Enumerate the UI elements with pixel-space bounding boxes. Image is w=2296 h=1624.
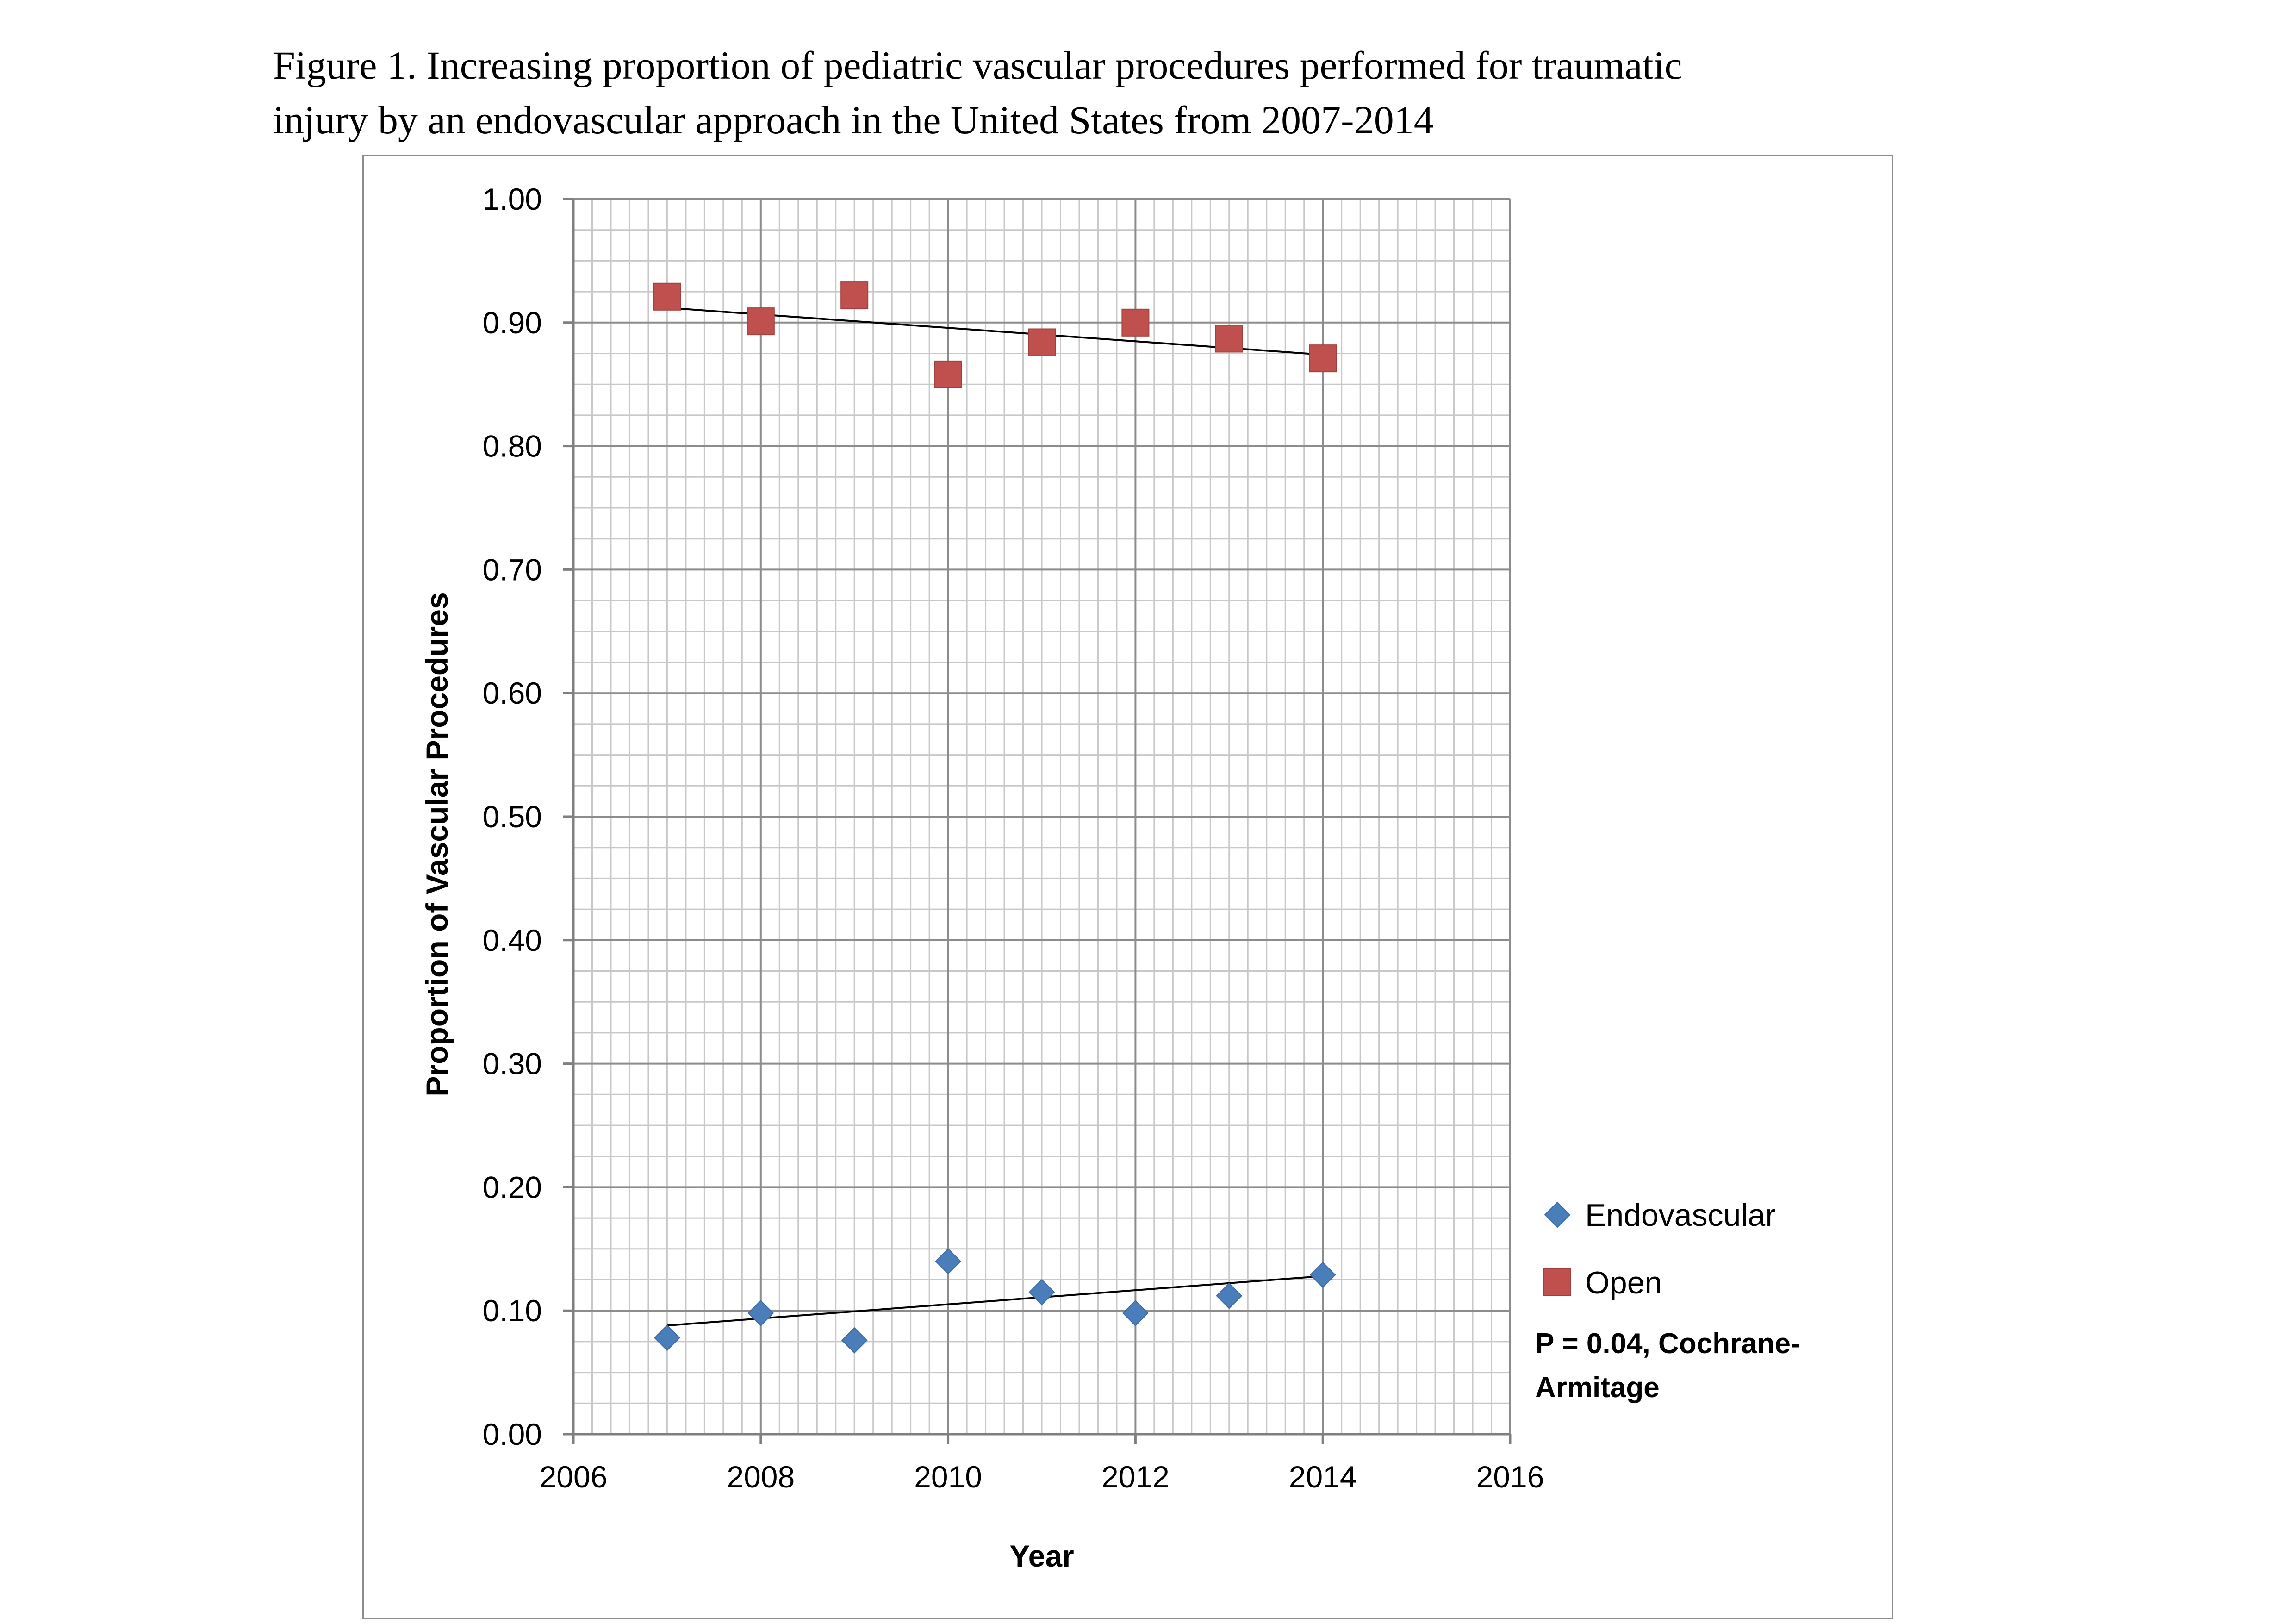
chart-axes (563, 198, 1512, 1444)
x-tick-label: 2016 (1476, 1460, 1544, 1494)
major-gridlines (572, 198, 1511, 1435)
endovascular-data-point (1216, 1282, 1243, 1309)
legend-label-open: Open (1585, 1265, 1662, 1300)
statistics-note-line-1: P = 0.04, Cochrane- (1535, 1328, 1800, 1360)
open-data-point (1028, 328, 1056, 356)
statistics-note: P = 0.04, Cochrane- Armitage (1535, 1328, 1800, 1404)
x-tick-label: 2014 (1289, 1460, 1357, 1494)
legend-label-endovascular: Endovascular (1585, 1198, 1776, 1233)
open-data-point (934, 360, 962, 388)
endovascular-data-point (841, 1327, 868, 1354)
y-tick-label: 1.00 (483, 182, 542, 216)
legend-marker-endovascular (1544, 1201, 1571, 1228)
data-markers (653, 281, 1337, 1354)
x-tick-label: 2012 (1101, 1460, 1170, 1494)
y-tick-label: 0.50 (483, 800, 542, 834)
x-axis-tick-labels: 2006 2008 2010 2012 2014 2016 (540, 1460, 1544, 1494)
legend-marker-open (1543, 1268, 1571, 1296)
open-data-point (653, 282, 681, 311)
x-tick-label: 2006 (540, 1460, 608, 1494)
figure-caption: Figure 1. Increasing proportion of pedia… (273, 38, 1985, 147)
scatter-chart: 0.00 0.10 0.20 0.30 0.40 0.50 0.60 0.70 0.80 0.90… (420, 182, 1800, 1573)
y-tick-label: 0.40 (483, 923, 542, 957)
x-axis-title: Year (1009, 1539, 1074, 1573)
chart-frame: 0.00 0.10 0.20 0.30 0.40 0.50 0.60 0.70 0.80 0.90… (362, 155, 1893, 1619)
y-tick-label: 0.30 (483, 1047, 542, 1081)
y-tick-label: 0.90 (483, 306, 542, 340)
y-tick-label: 0.10 (483, 1293, 542, 1328)
endovascular-data-point (653, 1324, 680, 1351)
y-tick-label: 0.00 (483, 1417, 542, 1451)
open-data-point (840, 281, 869, 310)
endovascular-data-point (1122, 1300, 1149, 1326)
y-axis-tick-labels: 0.00 0.10 0.20 0.30 0.40 0.50 0.60 0.70 0.80 0.90… (483, 182, 542, 1451)
open-data-point (1215, 325, 1243, 353)
x-tick-label: 2008 (727, 1460, 795, 1494)
endovascular-data-point (1028, 1279, 1055, 1305)
endovascular-data-point (1309, 1262, 1336, 1288)
y-axis-title: Proportion of Vascular Procedures (420, 592, 454, 1096)
trendline-endovascular (667, 1275, 1323, 1327)
open-data-point (1121, 308, 1150, 337)
y-tick-label: 0.80 (483, 429, 542, 463)
chart-legend: Endovascular Open (1543, 1198, 1776, 1300)
trendline-open (667, 306, 1323, 356)
x-tick-label: 2010 (914, 1460, 982, 1494)
open-data-point (747, 307, 775, 336)
caption-line-1: Figure 1. Increasing proportion of pedia… (273, 43, 1682, 87)
y-tick-label: 0.20 (483, 1170, 542, 1204)
y-tick-label: 0.70 (483, 552, 542, 587)
trendlines (667, 306, 1323, 1327)
statistics-note-line-2: Armitage (1535, 1372, 1660, 1404)
endovascular-data-point (935, 1248, 962, 1274)
caption-line-2: injury by an endovascular approach in th… (273, 98, 1434, 142)
endovascular-data-point (747, 1300, 774, 1326)
y-tick-label: 0.60 (483, 676, 542, 710)
open-data-point (1309, 344, 1337, 373)
